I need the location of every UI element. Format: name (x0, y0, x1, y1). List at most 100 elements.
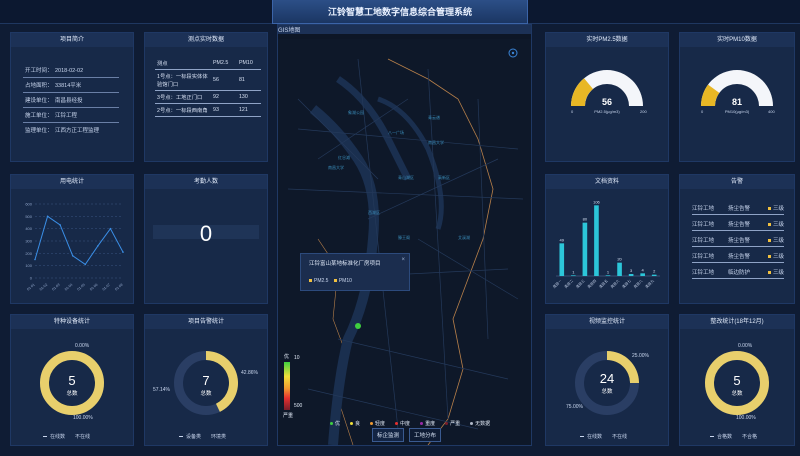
data-label: 49 (560, 237, 565, 242)
table-row[interactable]: 2号点：一标段西南角 93 121 (155, 103, 261, 117)
x-tick-label: 类目九 (644, 278, 655, 289)
legend-item[interactable]: 在线数 (580, 433, 602, 440)
doc-bar (605, 275, 611, 276)
donut-label: 总数 (200, 391, 212, 397)
y-tick-label: 300 (25, 239, 32, 244)
data-label: 3 (630, 268, 633, 273)
legend-item[interactable]: 优 (330, 420, 340, 427)
x-tick-label: 01-06 (89, 283, 98, 292)
data-label: 20 (617, 257, 622, 262)
table-row[interactable]: 1号点：一标段实体体验馆门口 56 81 (155, 69, 261, 91)
data-label: 1 (607, 269, 610, 274)
donut-value: 24 (599, 371, 615, 386)
legend-item[interactable]: 环境类 (211, 434, 227, 440)
donut-fill (705, 351, 769, 415)
gauge-min: 0 (571, 109, 574, 114)
x-tick-label: 01-08 (114, 283, 123, 292)
panel-title: 用电统计 (11, 175, 133, 189)
doc-bar (617, 262, 622, 276)
pct-label: 0.00% (738, 343, 753, 349)
x-tick-label: 类目三 (575, 278, 586, 289)
gis-map-panel[interactable]: GIS地图 象湖公园 八一广场 南昌大学 南昌大学 青山湖区 高新区 西湖区 滕王阁 艾溪湖… (277, 24, 532, 446)
svg-text:西湖区: 西湖区 (368, 209, 380, 215)
svg-text:青云谱: 青云谱 (428, 114, 440, 120)
equipment-panel: 特种设备统计 0.00% 100.00% 5 总数 在线数 不在线 (10, 314, 134, 446)
donut-value: 7 (202, 373, 210, 388)
donut-value: 5 (733, 373, 741, 388)
panel-title: 实时PM2.5数据 (546, 33, 668, 47)
pct-label: 75.00% (566, 404, 583, 410)
alarm-row[interactable]: 江铃工地 扬尘告警 三级 (692, 249, 784, 263)
panel-title: 项目告警统计 (145, 315, 267, 329)
legend-item[interactable]: 中度 (395, 420, 410, 427)
legend-item[interactable]: 轻度 (370, 420, 385, 427)
y-tick-label: 500 (25, 214, 32, 219)
pct-label: 42.86% (241, 370, 258, 376)
project-alarm-panel: 项目告警统计 42.86% 57.14% 7 总数 设备类 环境类 (144, 314, 268, 446)
alarm-row[interactable]: 江铃工地 临边防护 三级 (692, 265, 784, 279)
equipment-donut (40, 351, 104, 415)
scale-bottom-value: 500 (294, 403, 303, 409)
rectify-panel: 整改统计(18年12月) 0.00% 100.00% 5 总数 合格数 不合格 (679, 314, 795, 446)
legend-item[interactable]: 不在线 (75, 434, 91, 440)
alarm-row[interactable]: 江铃工地 扬尘告警 三级 (692, 217, 784, 231)
legend-item[interactable]: 无数据 (470, 420, 490, 427)
power-series-line (34, 215, 124, 266)
scale-top-value: 10 (294, 355, 300, 361)
doc-bar (594, 205, 599, 276)
intro-row: 建设单位： 南昌县经投 (25, 98, 83, 104)
x-tick-label: 类目八 (632, 278, 643, 289)
y-tick-label: 100 (25, 263, 32, 268)
panel-title: 实时PM10数据 (680, 33, 794, 47)
panel-title: GIS地图 (278, 25, 531, 34)
alarm-row[interactable]: 江铃工地 扬尘告警 三级 (692, 233, 784, 247)
gauge-fill (571, 78, 593, 106)
project-popup[interactable]: 江铃富山某地标准化厂房项目 × PM2.5 PM10 (300, 253, 410, 291)
data-label: 4 (642, 267, 645, 272)
project-alarm-donut (174, 351, 238, 415)
doc-bar (640, 273, 645, 276)
legend-item[interactable]: 设备类 (179, 433, 201, 440)
pct-label: 100.00% (736, 415, 756, 421)
legend-item[interactable]: 重度 (420, 420, 435, 427)
svg-text:滕王阁: 滕王阁 (398, 234, 410, 240)
svg-text:青山湖区: 青山湖区 (398, 174, 414, 180)
alarm-row[interactable]: 江铃工地 扬尘告警 三级 (692, 201, 784, 215)
legend-item[interactable]: 不合格 (742, 434, 758, 440)
donut-value: 5 (68, 373, 76, 388)
table-row[interactable]: 3号点：工地正门口 92 130 (155, 90, 261, 104)
y-tick-label: 0 (30, 276, 33, 281)
pct-label: 0.00% (75, 343, 90, 349)
x-tick-label: 类目一 (552, 278, 563, 289)
gauge-fill (701, 84, 720, 106)
x-tick-label: 类目四 (586, 278, 597, 289)
svg-text:南昌大学: 南昌大学 (328, 164, 344, 170)
y-tick-label: 400 (25, 226, 32, 231)
x-tick-label: 类目二 (563, 278, 574, 289)
legend-item[interactable]: 良 (350, 420, 360, 427)
map-legend: 优 良 轻度 中度 重度 严重 无数据 (330, 420, 490, 427)
tab-env-monitor[interactable]: 标企监测 (372, 428, 405, 442)
popup-title: 江铃富山某地标准化厂房项目 (309, 261, 381, 267)
project-intro-panel: 项目简介 开工时间： 2018-02-02 占地面积： 33814平米 建设单位：南… (10, 32, 134, 162)
monitor-table: 测点 PM2.5 PM10 1号点：一标段实体体验馆门口 56 81 3号点：工地正… (155, 57, 261, 117)
pm10-panel: 实时PM10数据 81 PM10(μg/m3) 0 400 (679, 32, 795, 162)
close-icon[interactable]: × (401, 257, 405, 263)
tab-site-distribution[interactable]: 工地分布 (409, 428, 442, 442)
pm25-panel: 实时PM2.5数据 56 PM2.5(μg/m3) 0 200 (545, 32, 669, 162)
attendance-panel: 考勤人数 0 (144, 174, 268, 304)
data-point (97, 245, 99, 247)
legend-item[interactable]: 严重 (445, 420, 460, 427)
rectify-donut (705, 351, 769, 415)
video-donut (575, 351, 639, 415)
legend-item[interactable]: 合格数 (710, 433, 732, 440)
app-title: 江铃智慧工地数字信息综合管理系统 (272, 0, 528, 24)
gauge-max: 400 (768, 109, 775, 114)
legend-item[interactable]: 在线数 (43, 433, 65, 440)
divider (23, 122, 119, 123)
gauge-min: 0 (701, 109, 704, 114)
legend-item[interactable]: 不在线 (612, 434, 628, 440)
pm25-gauge (571, 70, 643, 106)
donut-legend: 在线数 不在线 (580, 433, 627, 440)
